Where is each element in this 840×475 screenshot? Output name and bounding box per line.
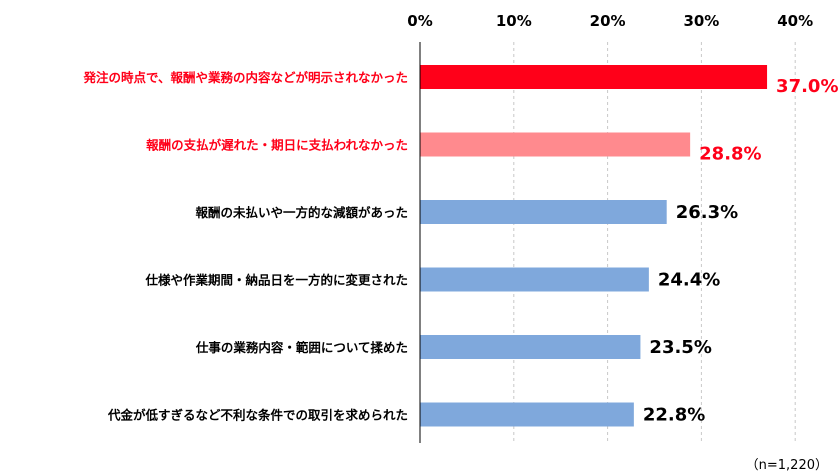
value-label: 37.0% (776, 76, 838, 97)
x-tick-label: 20% (590, 12, 626, 30)
bar (420, 335, 641, 359)
x-tick-label: 40% (777, 12, 813, 30)
x-tick-label: 10% (496, 12, 532, 30)
bar (420, 132, 691, 157)
bar (420, 402, 634, 427)
x-axis-ticks: 0% 10% 20% 30% 40% (407, 12, 813, 30)
category-label: 発注の時点で、報酬や業務の内容などが明示されなかった (82, 70, 408, 85)
value-label: 24.4% (658, 270, 720, 291)
value-label: 23.5% (649, 337, 711, 358)
value-labels: 37.0% 28.8% 26.3% 24.4% 23.5% 22.8% (643, 76, 839, 426)
x-tick-label: 0% (407, 12, 432, 30)
bar (420, 65, 768, 89)
category-label: 仕事の業務内容・範囲について揉めた (195, 340, 408, 355)
category-label: 代金が低すぎるなど不利な条件での取引を求められた (107, 408, 408, 423)
value-label: 22.8% (643, 405, 705, 426)
value-label: 26.3% (676, 202, 738, 223)
bar (420, 200, 667, 224)
bar (420, 267, 649, 292)
category-labels: 発注の時点で、報酬や業務の内容などが明示されなかった報酬の支払が遅れた・期日に支… (82, 70, 408, 423)
bars (420, 65, 768, 427)
category-label: 仕様や作業期間・納品日を一方的に変更された (144, 273, 408, 288)
value-label: 28.8% (699, 144, 761, 165)
sample-size-note: （n=1,220） (746, 458, 828, 473)
category-label: 報酬の支払が遅れた・期日に支払われなかった (146, 138, 408, 153)
grid-lines (513, 42, 796, 443)
x-tick-label: 30% (683, 12, 719, 30)
category-label: 報酬の未払いや一方的な減額があった (195, 205, 408, 220)
